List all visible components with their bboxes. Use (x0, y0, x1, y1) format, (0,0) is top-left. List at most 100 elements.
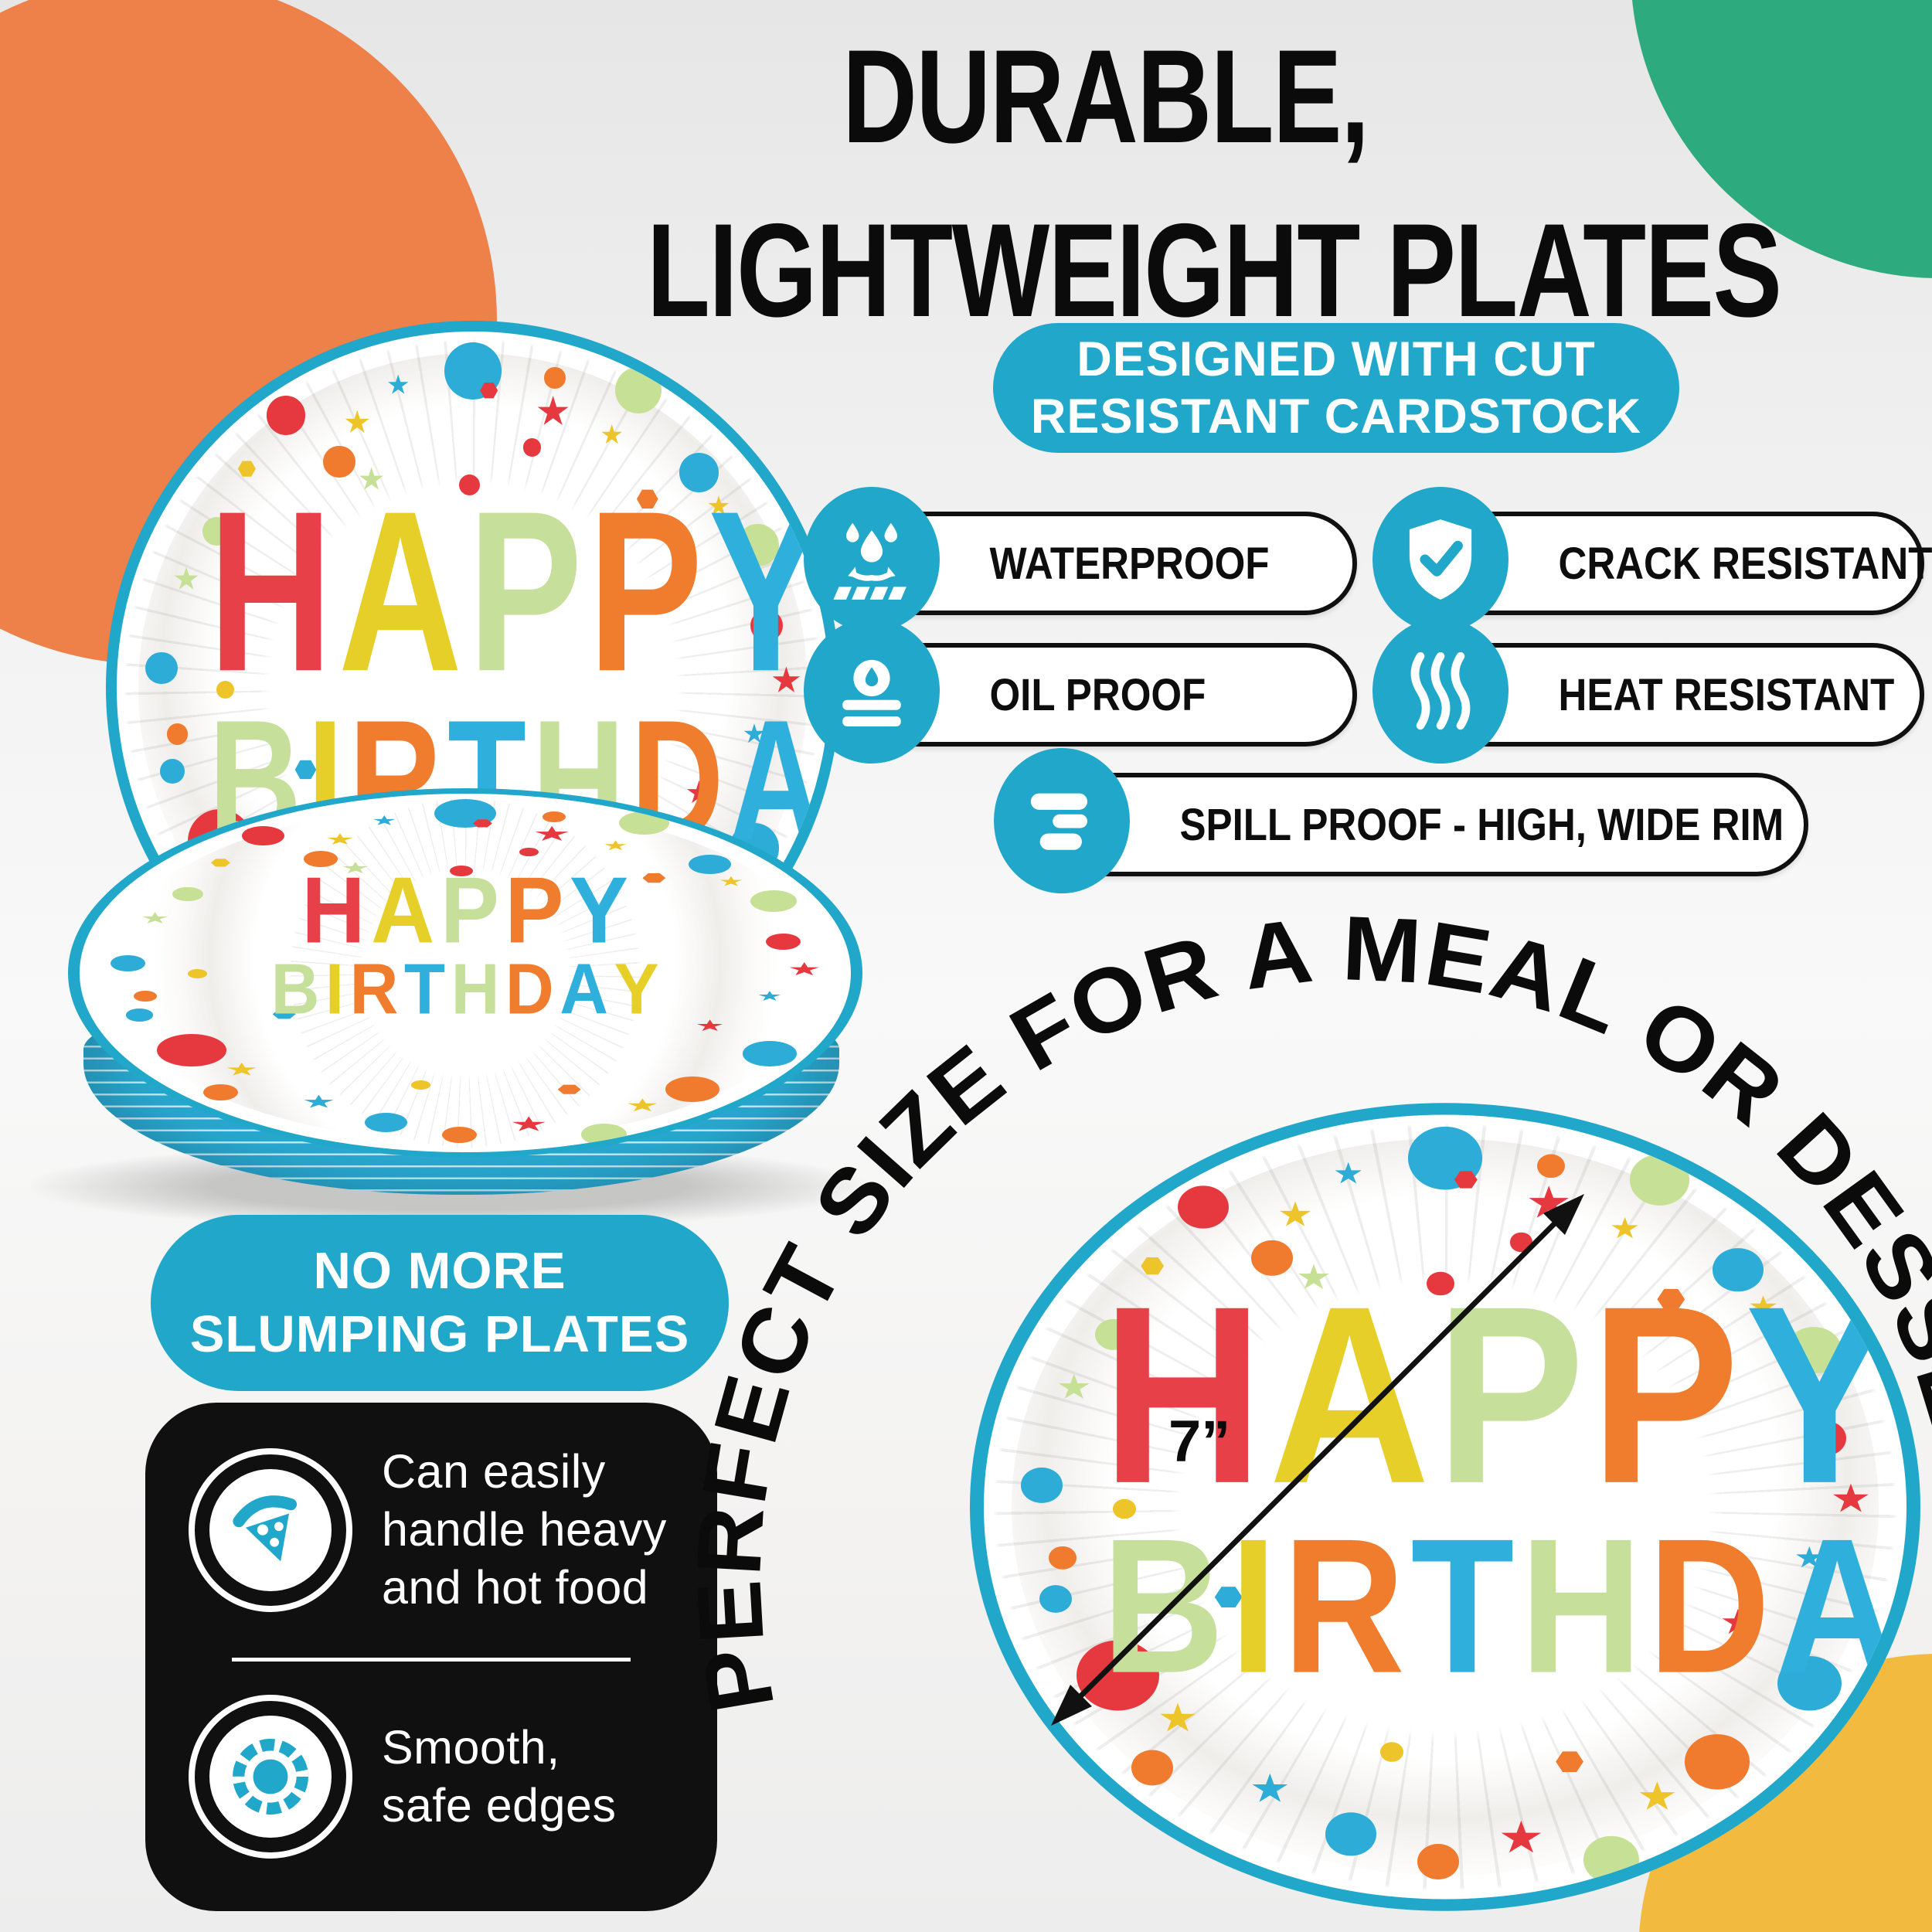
plate-letter: H (209, 463, 333, 719)
heat-waves-icon (1372, 618, 1509, 764)
plate-face: HAPPY BIRTHDAY (984, 1114, 1906, 1900)
birthday-line: BIRTHDAY (1100, 1498, 1906, 1713)
plate-letter: H (1102, 1253, 1264, 1536)
plate-letter: I (1230, 1498, 1277, 1713)
plate-letter: P (1436, 1253, 1585, 1536)
polka-dot-decoration (1177, 1185, 1229, 1229)
polka-dot-decoration (1713, 1248, 1764, 1292)
hexagon-decoration (210, 859, 230, 867)
polka-dot-decoration (1380, 1742, 1404, 1762)
shield-check-icon (1372, 487, 1509, 632)
polka-dot-decoration (442, 1127, 477, 1144)
hexagon-decoration (272, 1009, 296, 1019)
cardstock-badge: DESIGNED WITH CUT RESISTANT CARDSTOCK (993, 323, 1679, 453)
polka-dot-decoration (1629, 1154, 1690, 1206)
polka-dot-decoration (202, 1083, 238, 1100)
hexagon-decoration (480, 383, 498, 399)
polka-dot-decoration (126, 1009, 154, 1022)
polka-dot-decoration (1537, 1154, 1566, 1179)
plate-face: HAPPY BIRTHDAY (80, 794, 851, 1152)
polka-dot-decoration (266, 396, 306, 435)
plate-stack: HAPPY BIRTHDAY (62, 788, 866, 1221)
plate-letter: A (730, 685, 823, 877)
polka-dot-decoration (134, 991, 158, 1002)
plate-letter: A (338, 463, 463, 719)
feature-label: HEAT RESISTANT (1558, 669, 1895, 720)
plate-letter: H (451, 948, 500, 1029)
plate-letter: D (505, 948, 555, 1029)
polka-dot-decoration (665, 1077, 720, 1102)
polka-dot-decoration (542, 811, 566, 823)
plate-letter: P (505, 857, 564, 963)
hexagon-decoration (1454, 1171, 1478, 1189)
polka-dot-decoration (1417, 1844, 1459, 1879)
plate-letter: Y (614, 948, 660, 1029)
polka-dot-decoration (742, 1041, 797, 1066)
plate-letter: T (1410, 1498, 1515, 1713)
polka-dot-decoration (765, 933, 801, 950)
polka-dot-decoration (619, 811, 670, 835)
polka-dot-decoration (411, 1080, 431, 1090)
waterproof-icon (804, 487, 940, 632)
feature-label: CRACK RESISTANT (1558, 538, 1932, 589)
happy-birthday-text: HAPPY BIRTHDAY (984, 1253, 1906, 1713)
polka-dot-decoration (750, 890, 797, 913)
feature-label: OIL PROOF (989, 669, 1206, 720)
plate-letter: P (440, 857, 500, 963)
polka-dot-decoration (458, 474, 481, 496)
plate-icon (189, 1695, 352, 1859)
plate-letter: B (1102, 1498, 1225, 1713)
benefits-box: Can easily handle heavy and hot food Smo… (145, 1403, 717, 1911)
polka-dot-decoration (1777, 1655, 1842, 1711)
polka-dot-decoration (202, 516, 231, 546)
plate-letter: A (560, 948, 609, 1029)
polka-dot-decoration (450, 865, 473, 876)
title-line-2: LIGHTWEIGHT PLATES (646, 196, 1782, 345)
polka-dot-decoration (679, 452, 719, 492)
seven-inch-plate: HAPPY BIRTHDAY (970, 1103, 1920, 1911)
polka-dot-decoration (1685, 1734, 1750, 1790)
polka-dot-decoration (1021, 1468, 1063, 1503)
polka-dot-decoration (580, 1123, 628, 1145)
polka-dot-decoration (216, 680, 235, 699)
benefit-heavy-food: Can easily handle heavy and hot food (189, 1443, 667, 1617)
feature-label: WATERPROOF (989, 538, 1270, 589)
plate-letter: I (325, 948, 345, 1029)
plate-letter: T (404, 948, 446, 1029)
divider (232, 1658, 631, 1662)
benefit-safe-edges: Smooth, safe edges (189, 1695, 616, 1859)
plate-letter: R (1283, 1498, 1406, 1713)
plate-letter: Y (1745, 1253, 1895, 1536)
plate-letter: A (371, 857, 435, 963)
polka-dot-decoration (1325, 1812, 1376, 1856)
hexagon-decoration (642, 872, 666, 883)
badge-line-1: DESIGNED WITH CUT (1077, 332, 1596, 386)
plate-letter: B (270, 948, 320, 1029)
polka-dot-decoration (736, 524, 780, 567)
polka-dot-decoration (157, 1033, 226, 1066)
badge-line-2: SLUMPING PLATES (189, 1305, 690, 1363)
polka-dot-decoration (750, 609, 783, 642)
polka-dot-decoration (519, 847, 539, 857)
plate-letter: Y (825, 696, 829, 867)
plate-letter: H (301, 857, 366, 963)
polka-dot-decoration (145, 651, 178, 685)
title-line-1: DURABLE, (842, 22, 1369, 171)
happy-birthday-text: HAPPY BIRTHDAY (80, 857, 850, 1029)
plate-letter: A (1269, 1253, 1430, 1536)
polka-dot-decoration (172, 886, 203, 902)
polka-dot-decoration (689, 854, 732, 875)
polka-dot-decoration (1131, 1750, 1174, 1786)
polka-dot-decoration (615, 367, 662, 414)
badge-line-2: RESISTANT CARDSTOCK (1030, 389, 1642, 444)
plate-letter: H (1520, 1498, 1643, 1713)
feature-label: SPILL PROOF - HIGH, WIDE RIM (1179, 799, 1784, 850)
polka-dot-decoration (1583, 1835, 1639, 1883)
plate-letter: P (468, 463, 583, 719)
polka-dot-decoration (241, 825, 284, 846)
hexagon-decoration (1657, 1288, 1685, 1310)
stack-top-plate: HAPPY BIRTHDAY (68, 788, 862, 1158)
polka-dot-decoration (522, 438, 541, 457)
plate-letter: Y (708, 463, 824, 719)
